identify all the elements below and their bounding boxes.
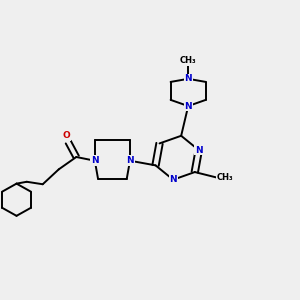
Text: O: O [63,131,70,140]
Text: CH₃: CH₃ [180,56,196,65]
Text: N: N [195,146,202,154]
Text: N: N [91,156,99,165]
Text: N: N [184,74,192,83]
Text: N: N [126,156,134,165]
Text: CH₃: CH₃ [217,173,233,182]
Text: N: N [169,175,177,184]
Text: N: N [184,102,192,111]
